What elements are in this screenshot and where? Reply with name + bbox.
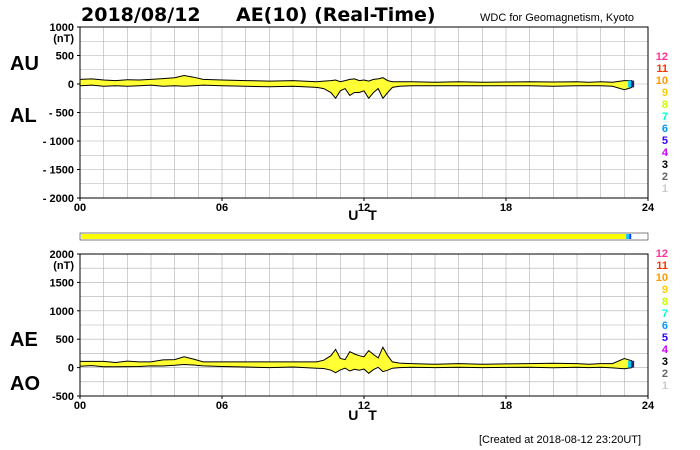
- lower-series: [79, 346, 635, 374]
- series-line-ae: [80, 346, 633, 365]
- source-label: WDC for Geomagnetism, Kyoto: [480, 12, 634, 24]
- upper-grid: [80, 27, 648, 198]
- station-bar: [79, 232, 649, 241]
- legend-item: 1: [662, 380, 668, 392]
- filled-band: [80, 347, 633, 374]
- y-tick-label: 500: [56, 334, 74, 346]
- upper-panel: 1000 500 0 - 500 - 1000 - 1500 - 2000 00 06 12 18…: [10, 22, 655, 223]
- x-tick-label: 18: [500, 400, 512, 412]
- lower-x-ticks: 00 06 12 18 24: [74, 396, 655, 412]
- x-tick-label: 12: [358, 400, 370, 412]
- tail-marker-dark: [631, 80, 635, 88]
- y-tick-label: - 1000: [43, 136, 74, 148]
- upper-y-ticks: 1000 500 0 - 500 - 1000 - 1500 - 2000: [43, 22, 80, 205]
- legend-item: 10: [656, 272, 668, 284]
- created-timestamp: [Created at 2018-08-12 23:20UT]: [479, 434, 641, 446]
- x-tick-label: 12: [358, 202, 370, 214]
- lower-x-axis-label: U T: [348, 407, 380, 423]
- legend-item: 12: [656, 248, 668, 260]
- legend-item: 9: [662, 87, 668, 99]
- y-tick-label: - 500: [49, 108, 74, 120]
- upper-x-ticks: 00 06 12 18 24: [74, 198, 655, 214]
- ao-label: AO: [10, 373, 40, 395]
- x-tick-label: 00: [74, 400, 86, 412]
- al-label: AL: [10, 105, 37, 127]
- tail-marker-cyan: [628, 360, 632, 368]
- legend-item: 5: [662, 332, 668, 344]
- tail-marker-cyan: [628, 80, 632, 88]
- x-tick-label: 24: [642, 400, 655, 412]
- legend-item: 1: [662, 183, 668, 195]
- legend-item: 4: [662, 147, 669, 159]
- legend-item: 2: [662, 368, 668, 380]
- legend-item: 5: [662, 135, 668, 147]
- upper-x-axis-label: U T: [348, 207, 380, 223]
- x-tick-label: 18: [500, 202, 512, 214]
- legend-item: 6: [662, 123, 668, 135]
- x-tick-label: 06: [216, 202, 228, 214]
- plot-title: AE(10) (Real-Time): [236, 4, 436, 26]
- y-tick-label: 1000: [50, 306, 74, 318]
- legend-item: 8: [662, 99, 668, 111]
- legend-item: 11: [656, 63, 668, 75]
- y-tick-label: 1000: [50, 22, 74, 34]
- y-tick-label: 0: [68, 363, 74, 375]
- y-tick-label: 500: [56, 51, 74, 63]
- lower-unit-label: (nT): [53, 260, 74, 272]
- upper-unit-label: (nT): [53, 33, 74, 45]
- station-bar-tail-cyan: [626, 234, 630, 239]
- plot-date: 2018/08/12: [81, 4, 201, 26]
- x-tick-label: 00: [74, 202, 86, 214]
- filled-band: [80, 75, 633, 99]
- series-line-au: [79, 74, 633, 83]
- legend-item: 8: [662, 296, 668, 308]
- legend-item: 2: [662, 171, 668, 183]
- au-label: AU: [10, 53, 39, 75]
- x-tick-label: 06: [216, 400, 228, 412]
- y-tick-label: - 1500: [43, 165, 74, 177]
- legend-item: 4: [662, 344, 669, 356]
- y-tick-label: 2000: [50, 249, 74, 261]
- legend-item: 3: [662, 159, 668, 171]
- x-tick-label: 24: [642, 202, 655, 214]
- series-line-ao: [79, 363, 633, 374]
- legend-item: 11: [656, 260, 668, 272]
- legend-item: 12: [656, 51, 668, 63]
- lower-y-ticks: 2000 1500 1000 500 0 -500: [50, 249, 80, 403]
- y-tick-label: - 2000: [43, 193, 74, 205]
- legend-item: 7: [662, 308, 668, 320]
- legend-item: 7: [662, 111, 668, 123]
- legend-item: 9: [662, 284, 668, 296]
- legend-item: 10: [656, 75, 668, 87]
- upper-series: [79, 74, 635, 100]
- y-tick-label: 1500: [50, 277, 74, 289]
- ae-label: AE: [10, 329, 38, 351]
- legend-item: 3: [662, 356, 668, 368]
- tail-marker-dark: [631, 360, 635, 368]
- station-bar-tail-blue: [629, 234, 632, 239]
- legend-item: 6: [662, 320, 668, 332]
- y-tick-label: 0: [68, 79, 74, 91]
- lower-grid: [80, 254, 648, 396]
- station-bar-fill: [81, 234, 627, 239]
- y-tick-label: -500: [52, 391, 74, 403]
- series-line-al: [79, 84, 633, 100]
